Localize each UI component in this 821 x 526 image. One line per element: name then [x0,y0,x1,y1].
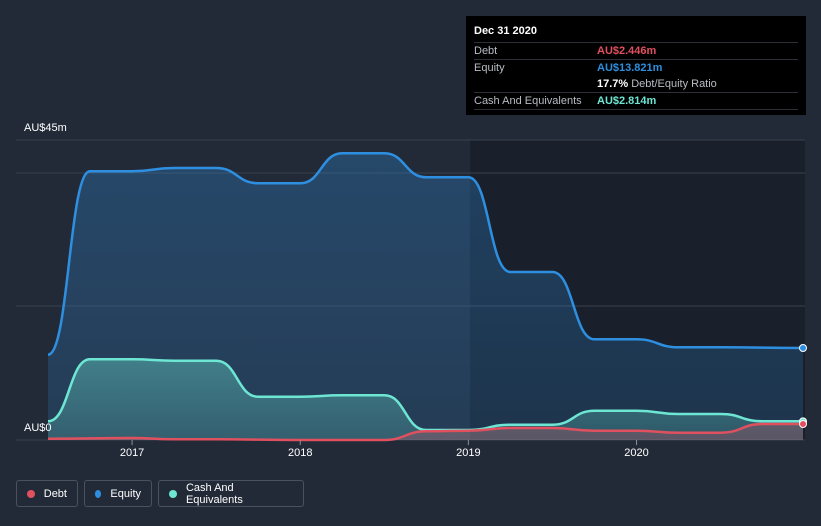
legend-item-debt[interactable]: Debt [16,480,78,507]
tooltip-cash-row: Cash And Equivalents AU$2.814m [474,93,798,110]
tooltip-debt-label: Debt [474,45,498,57]
legend-debt-label: Debt [43,487,67,500]
tooltip-ratio-value: 17.7% [597,78,629,90]
x-tick-label: 2020 [624,447,648,459]
tooltip-ratio-label: Debt/Equity Ratio [631,78,717,90]
tooltip: Dec 31 2020 Debt AU$2.446m Equity AU$13.… [466,16,806,115]
tooltip-cash-value: AU$2.814m [597,95,657,107]
equity-end-marker [799,344,807,352]
equity-area [48,153,803,441]
x-tick-label: 2019 [456,447,480,459]
tooltip-equity-label: Equity [474,62,505,74]
end-markers [799,344,807,428]
series-lines [47,152,804,442]
x-tick-label: 2017 [120,447,144,459]
equity-dot-icon [95,489,102,498]
tooltip-cash-label: Cash And Equivalents [474,95,582,107]
legend-cash-label: Cash And Equivalents [185,481,243,506]
debt-dot-icon [27,489,35,498]
tooltip-ratio-row: 17.7% Debt/Equity Ratio [474,76,798,93]
debt-line [47,422,803,442]
cash-dot-icon [169,489,177,498]
y-axis-top-label: AU$45m [24,122,67,134]
x-tick-label: 2018 [288,447,312,459]
legend-item-cash[interactable]: Cash And Equivalents [158,480,304,507]
tooltip-equity-row: Equity AU$13.821m [474,60,798,76]
tooltip-date: Dec 31 2020 [474,24,798,43]
debt-end-marker [799,420,807,428]
tooltip-debt-row: Debt AU$2.446m [474,43,798,60]
legend-equity-label: Equity [110,487,141,500]
y-axis-bottom-label: AU$0 [24,422,52,434]
cash-and-equivalents-line [47,358,803,432]
tooltip-equity-value: AU$13.821m [597,62,663,74]
equity-line [47,152,804,356]
legend-item-equity[interactable]: Equity [84,480,152,507]
tooltip-debt-value: AU$2.446m [597,45,657,57]
x-axis-ticks: 2017 2018 2019 2020 [120,440,649,459]
